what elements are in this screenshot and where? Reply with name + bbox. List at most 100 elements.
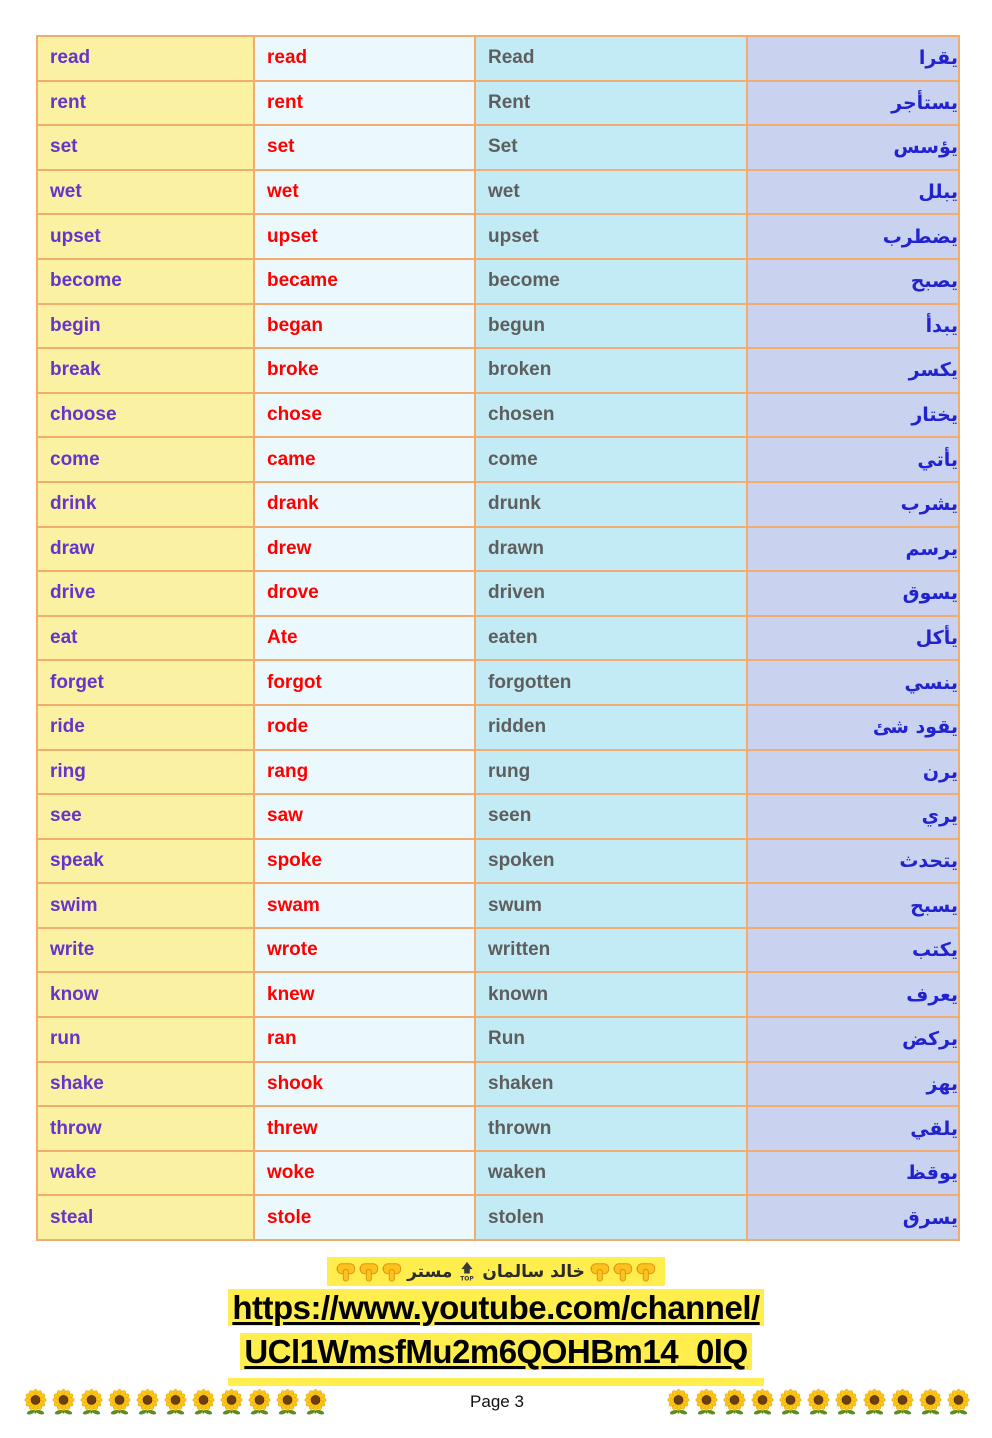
cell-past-participle: spoken	[474, 837, 748, 885]
point-down-icon	[612, 1261, 634, 1283]
point-down-icons-left	[335, 1261, 403, 1283]
cell-base-form: come	[36, 436, 255, 483]
cell-past-simple: forgot	[253, 659, 476, 706]
highlight-strip	[228, 1377, 764, 1386]
caption-mister-text: مستر	[407, 1261, 453, 1282]
table-row: draw drew drawn يرسم	[36, 525, 960, 573]
cell-past-participle: forgotten	[474, 659, 748, 706]
table-row: rent rent Rent يستأجر	[36, 79, 960, 127]
cell-arabic-meaning: يكسر	[746, 347, 960, 394]
cell-base-form: choose	[36, 391, 255, 439]
sunflower-icon	[162, 1389, 189, 1416]
cell-arabic-meaning: يضطرب	[746, 213, 960, 260]
cell-base-form: read	[36, 35, 255, 82]
table-row: ride rode ridden يقود شئ	[36, 703, 960, 751]
table-row: drink drank drunk يشرب	[36, 480, 960, 528]
cell-past-participle: driven	[474, 570, 748, 617]
cell-base-form: set	[36, 124, 255, 171]
cell-arabic-meaning: يرسم	[746, 525, 960, 573]
cell-base-form: break	[36, 347, 255, 394]
cell-past-simple: shook	[253, 1060, 476, 1108]
cell-past-simple: set	[253, 124, 476, 171]
table-row: shake shook shaken يهز	[36, 1060, 960, 1108]
cell-past-participle: eaten	[474, 614, 748, 662]
cell-base-form: drink	[36, 480, 255, 528]
top-icon	[459, 1259, 475, 1284]
cell-arabic-meaning: يبلل	[746, 168, 960, 216]
cell-base-form: ring	[36, 748, 255, 796]
sunflower-icon	[246, 1389, 273, 1416]
cell-past-participle: Set	[474, 124, 748, 171]
cell-base-form: swim	[36, 882, 255, 929]
cell-arabic-meaning: يرن	[746, 748, 960, 796]
point-down-icons-right	[589, 1261, 657, 1283]
cell-base-form: throw	[36, 1105, 255, 1152]
sunflower-icon	[218, 1389, 245, 1416]
sunflower-icon	[106, 1389, 133, 1416]
cell-base-form: upset	[36, 213, 255, 260]
sunflower-row-right	[665, 1389, 972, 1416]
cell-past-simple: drove	[253, 570, 476, 617]
youtube-channel-link[interactable]: https://www.youtube.com/channel/UCl1Wmsf…	[228, 1288, 764, 1370]
cell-past-simple: upset	[253, 213, 476, 260]
bottom-bar: Page 3	[22, 1388, 972, 1417]
cell-past-simple: rode	[253, 703, 476, 751]
sunflower-icon	[805, 1389, 832, 1416]
footer-caption-line: مستر خالد سالمان	[0, 1257, 992, 1288]
cell-arabic-meaning: يختار	[746, 391, 960, 439]
cell-past-simple: stole	[253, 1194, 476, 1242]
cell-past-simple: drank	[253, 480, 476, 528]
cell-past-simple: saw	[253, 793, 476, 840]
table-row: drive drove driven يسوق	[36, 570, 960, 617]
page-number: Page 3	[470, 1392, 524, 1412]
document-page: { "table": { "column_keys": ["base", "pa…	[0, 35, 992, 1438]
cell-base-form: draw	[36, 525, 255, 573]
cell-past-participle: thrown	[474, 1105, 748, 1152]
cell-past-participle: broken	[474, 347, 748, 394]
cell-base-form: drive	[36, 570, 255, 617]
cell-arabic-meaning: يري	[746, 793, 960, 840]
cell-base-form: eat	[36, 614, 255, 662]
cell-arabic-meaning: يهز	[746, 1060, 960, 1108]
cell-past-simple: swam	[253, 882, 476, 929]
table-row: wet wet wet يبلل	[36, 168, 960, 216]
cell-past-simple: Ate	[253, 614, 476, 662]
table-row: run ran Run يركض	[36, 1016, 960, 1063]
youtube-link-line1[interactable]: https://www.youtube.com/channel/	[228, 1288, 764, 1326]
verbs-table-body: read read Read يقرا rent rent Rent يستأجر set set…	[36, 35, 960, 1242]
cell-base-form: speak	[36, 837, 255, 885]
cell-arabic-meaning: يأتي	[746, 436, 960, 483]
cell-arabic-meaning: يسرق	[746, 1194, 960, 1242]
table-row: come came come يأتي	[36, 436, 960, 483]
cell-past-simple: became	[253, 257, 476, 305]
cell-past-participle: become	[474, 257, 748, 305]
sunflower-icon	[777, 1389, 804, 1416]
table-row: write wrote written يكتب	[36, 926, 960, 974]
cell-arabic-meaning: يكتب	[746, 926, 960, 974]
cell-base-form: wake	[36, 1149, 255, 1197]
cell-past-simple: threw	[253, 1105, 476, 1152]
cell-past-participle: Rent	[474, 79, 748, 127]
sunflower-icon	[833, 1389, 860, 1416]
point-down-icon	[358, 1261, 380, 1283]
cell-past-participle: swum	[474, 882, 748, 929]
point-down-icon	[589, 1261, 611, 1283]
sunflower-icon	[50, 1389, 77, 1416]
cell-past-participle: rung	[474, 748, 748, 796]
cell-base-form: know	[36, 971, 255, 1019]
cell-past-participle: waken	[474, 1149, 748, 1197]
cell-past-simple: read	[253, 35, 476, 82]
cell-base-form: write	[36, 926, 255, 974]
sunflower-icon	[665, 1389, 692, 1416]
cell-past-participle: drunk	[474, 480, 748, 528]
youtube-link-line2[interactable]: UCl1WmsfMu2m6QOHBm14_0lQ	[240, 1332, 752, 1370]
table-row: set set Set يؤسس	[36, 124, 960, 171]
cell-arabic-meaning: يقود شئ	[746, 703, 960, 751]
cell-arabic-meaning: يشرب	[746, 480, 960, 528]
youtube-link-block: https://www.youtube.com/channel/UCl1Wmsf…	[0, 1288, 992, 1377]
cell-arabic-meaning: ينسي	[746, 659, 960, 706]
sunflower-icon	[274, 1389, 301, 1416]
table-row: swim swam swum يسبح	[36, 882, 960, 929]
footer-caption: مستر خالد سالمان	[327, 1257, 665, 1287]
cell-base-form: run	[36, 1016, 255, 1063]
